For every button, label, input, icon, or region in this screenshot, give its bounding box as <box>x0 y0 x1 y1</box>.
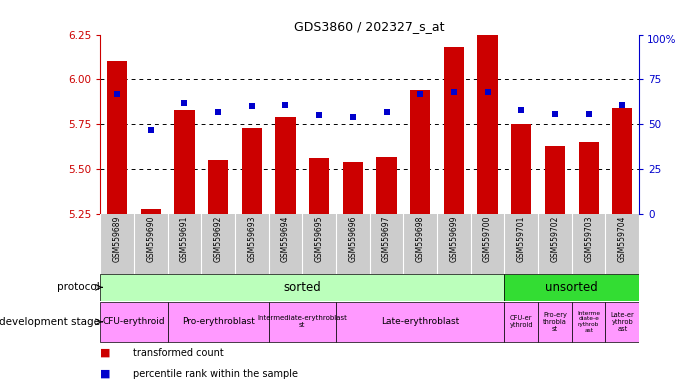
Bar <box>275 117 296 214</box>
Text: GSM559701: GSM559701 <box>517 216 526 262</box>
Text: Late-er
ythrob
ast: Late-er ythrob ast <box>610 312 634 332</box>
Bar <box>100 274 504 301</box>
Point <box>482 89 493 95</box>
Text: CFU-er
ythroid: CFU-er ythroid <box>509 315 533 328</box>
Text: GSM559695: GSM559695 <box>314 216 323 262</box>
Text: percentile rank within the sample: percentile rank within the sample <box>133 369 298 379</box>
Point <box>617 101 628 108</box>
Bar <box>545 146 565 214</box>
Bar <box>167 301 269 342</box>
Bar <box>336 301 504 342</box>
Text: GSM559690: GSM559690 <box>146 216 155 262</box>
Bar <box>444 47 464 214</box>
Point <box>145 127 156 133</box>
Text: Pro-erythroblast: Pro-erythroblast <box>182 317 254 326</box>
Text: GSM559702: GSM559702 <box>551 216 560 262</box>
Bar <box>504 274 639 301</box>
Bar <box>377 157 397 214</box>
Bar <box>410 90 430 214</box>
Text: Interme
diate-e
rythrob
ast: Interme diate-e rythrob ast <box>577 311 600 333</box>
Point <box>280 101 291 108</box>
Point <box>246 103 257 109</box>
Text: GSM559696: GSM559696 <box>348 216 357 262</box>
Text: sorted: sorted <box>283 281 321 294</box>
Point <box>549 111 560 117</box>
Bar <box>612 108 632 214</box>
Text: CFU-erythroid: CFU-erythroid <box>102 317 165 326</box>
Point <box>381 109 392 115</box>
Text: GSM559692: GSM559692 <box>214 216 223 262</box>
Text: GSM559700: GSM559700 <box>483 216 492 262</box>
Text: 100%: 100% <box>647 35 676 45</box>
Bar <box>242 128 262 214</box>
Text: GSM559704: GSM559704 <box>618 216 627 262</box>
Point <box>515 107 527 113</box>
Text: ■: ■ <box>100 369 111 379</box>
Text: GSM559693: GSM559693 <box>247 216 256 262</box>
Bar <box>309 159 329 214</box>
Text: Late-erythroblast: Late-erythroblast <box>381 317 460 326</box>
Bar <box>100 301 167 342</box>
Bar <box>343 162 363 214</box>
Text: GSM559691: GSM559691 <box>180 216 189 262</box>
Point <box>213 109 224 115</box>
Bar <box>538 301 571 342</box>
Point <box>448 89 460 95</box>
Bar <box>571 301 605 342</box>
Bar <box>578 142 598 214</box>
Text: Intermediate-erythroblast
st: Intermediate-erythroblast st <box>257 315 348 328</box>
Point <box>179 100 190 106</box>
Bar <box>208 160 228 214</box>
Text: GSM559694: GSM559694 <box>281 216 290 262</box>
Text: GSM559698: GSM559698 <box>416 216 425 262</box>
Point <box>111 91 122 97</box>
Text: GSM559699: GSM559699 <box>449 216 458 262</box>
Bar <box>605 301 639 342</box>
Bar <box>174 110 195 214</box>
Bar <box>511 124 531 214</box>
Text: unsorted: unsorted <box>545 281 598 294</box>
Text: GSM559697: GSM559697 <box>382 216 391 262</box>
Bar <box>269 301 336 342</box>
Text: GSM559689: GSM559689 <box>113 216 122 262</box>
Bar <box>504 301 538 342</box>
Point <box>348 114 359 120</box>
Text: ■: ■ <box>100 348 111 358</box>
Point <box>583 111 594 117</box>
Text: transformed count: transformed count <box>133 348 223 358</box>
Bar <box>477 35 498 214</box>
Text: Pro-ery
throbla
st: Pro-ery throbla st <box>543 312 567 332</box>
Title: GDS3860 / 202327_s_at: GDS3860 / 202327_s_at <box>294 20 445 33</box>
Text: GSM559703: GSM559703 <box>584 216 593 262</box>
Point <box>314 112 325 118</box>
Point <box>415 91 426 97</box>
Bar <box>140 209 161 214</box>
Text: development stage: development stage <box>0 317 100 327</box>
Text: protocol: protocol <box>57 282 100 292</box>
Bar <box>107 61 127 214</box>
